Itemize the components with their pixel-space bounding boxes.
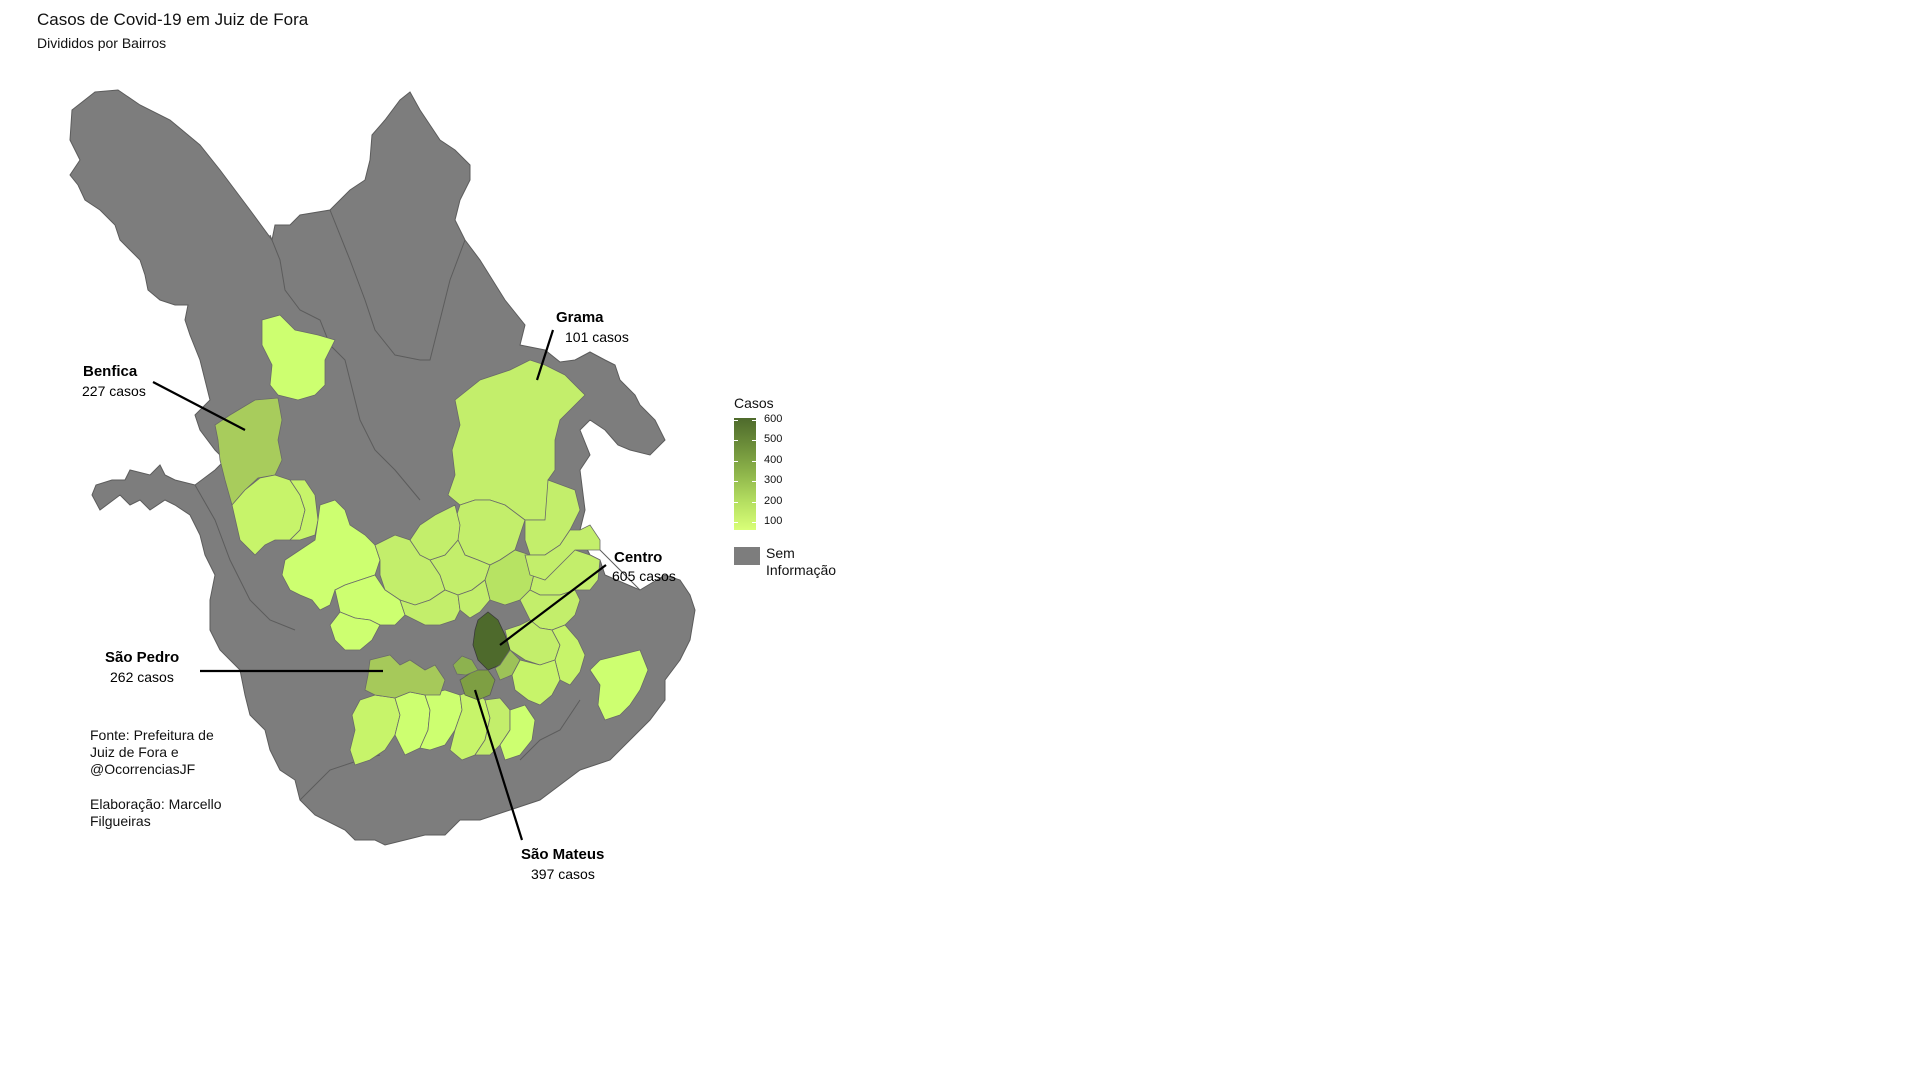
legend-title: Casos: [734, 395, 774, 411]
district-east-6: [511, 659, 561, 706]
legend-na-label: Sem Informação: [766, 545, 837, 578]
callout-count-grama: 101 casos: [565, 329, 629, 345]
districts-low: [214, 314, 649, 766]
callout-name-sao-mateus: São Mateus: [521, 846, 605, 863]
callout-name-grama: Grama: [556, 309, 604, 326]
district-mid-1: [494, 649, 521, 681]
district-west-3: [281, 499, 381, 611]
callout-name-benfica: Benfica: [83, 363, 138, 380]
chart-subtitle: Divididos por Bairros: [37, 35, 167, 51]
district-center-7: [329, 611, 381, 651]
district-center-6: [457, 579, 491, 619]
district-north: [261, 314, 336, 401]
legend-tick-500: 500: [764, 433, 783, 445]
legend-tick-400: 400: [764, 454, 783, 466]
leader-benfica: [152, 381, 246, 431]
callout-count-benfica: 227 casos: [82, 383, 146, 399]
district-east-4: [551, 624, 586, 686]
source-note: Fonte: Prefeitura de Juiz de Fora e @Oco…: [90, 727, 214, 777]
legend-colorbar: [734, 418, 756, 530]
callout-lines: [152, 329, 607, 841]
legend-tick-600: 600: [764, 413, 783, 425]
district-east-5: [589, 649, 649, 721]
leader-grama: [535, 329, 555, 381]
legend-tick-100: 100: [764, 515, 783, 527]
leader-centro: [499, 564, 607, 646]
district-ne-3: [524, 524, 601, 581]
leader-sao-mateus: [473, 689, 524, 841]
district-west-2: [289, 479, 319, 541]
chart-title: Casos de Covid-19 em Juiz de Fora: [37, 10, 309, 29]
district-north-cluster: [409, 504, 461, 561]
legend-na-swatch: [734, 547, 760, 565]
callout-name-sao-pedro: São Pedro: [105, 649, 180, 666]
callout-count-sao-pedro: 262 casos: [110, 669, 174, 685]
district-sao-pedro: [364, 654, 446, 699]
district-south-2: [499, 704, 536, 761]
callout-count-sao-mateus: 397 casos: [531, 866, 595, 882]
callout-count-centro: 605 casos: [612, 568, 676, 584]
credit-note: Elaboração: Marcello Filgueiras: [90, 796, 222, 829]
district-sw-3: [419, 689, 463, 751]
callout-name-centro: Centro: [614, 549, 663, 566]
legend-tick-200: 200: [764, 495, 783, 507]
legend-tick-300: 300: [764, 474, 783, 486]
district-mid-2: [452, 655, 479, 676]
